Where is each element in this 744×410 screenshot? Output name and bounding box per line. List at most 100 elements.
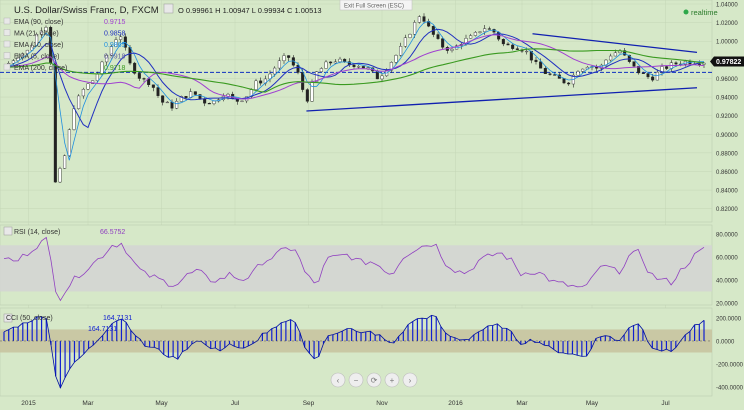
candle-body: [352, 64, 356, 67]
candle-body: [329, 61, 333, 64]
zoom-out-button[interactable]: [348, 372, 364, 388]
trendlines: [306, 33, 698, 112]
candle-body: [165, 101, 169, 104]
cci-value: 164.7131: [103, 315, 132, 322]
candle-body: [581, 68, 585, 72]
candle-body: [175, 101, 179, 109]
candle-body: [529, 50, 533, 61]
chart-navigation: ‹ − ⟳ + ›: [330, 372, 418, 388]
legend-label: EMA (90, close): [14, 19, 63, 26]
zoom-in-button[interactable]: [384, 372, 400, 388]
legend-value: 0.9715: [104, 19, 126, 26]
scroll-left-icon: ‹: [337, 376, 340, 385]
legend-settings-icon: [3, 63, 11, 71]
candle-body: [338, 58, 342, 63]
candle-body: [184, 96, 188, 99]
legend-label: EMA (10, close): [14, 42, 63, 49]
ohlc-readout: O 0.99961 H 1.00947 L 0.99934 C 1.00513: [178, 6, 322, 15]
candle-body: [67, 129, 71, 156]
rsi-line: [3, 236, 705, 302]
rsi-tick-label: 20.0000: [716, 302, 738, 308]
zoom-out-icon: −: [354, 376, 359, 385]
candle-body: [534, 59, 538, 62]
candle-body: [44, 27, 48, 32]
scroll-right-button[interactable]: [402, 372, 418, 388]
candle-body: [553, 74, 557, 76]
candle-body: [30, 44, 34, 51]
time-tick-label: Mar: [516, 400, 528, 407]
rsi-panel[interactable]: 20.0000 40.0000 60.0000 80.0000: [0, 224, 738, 308]
time-tick-label: May: [586, 400, 599, 407]
cci-settings-icon[interactable]: [3, 313, 13, 323]
scroll-left-button[interactable]: [330, 372, 346, 388]
candle-body: [576, 71, 580, 76]
price-tick-label: 0.84000: [716, 189, 738, 195]
candle-body: [63, 155, 67, 169]
price-panel[interactable]: 0.82000 0.84000 0.86000 0.88000 0.90000 0.920…: [0, 0, 738, 396]
legend-settings-icon: [3, 40, 11, 48]
time-axis: 2015 Mar May Jul Sep Nov 2016 Mar May Jul: [21, 400, 670, 407]
time-tick-label: 2015: [21, 400, 36, 407]
candle-body: [39, 30, 43, 35]
candle-body: [156, 87, 160, 96]
cci-tick-label: -200.0000: [716, 363, 744, 369]
candle-body: [501, 38, 505, 45]
candle-body: [86, 83, 90, 90]
rsi-series: [3, 236, 705, 302]
candle-body: [189, 91, 193, 99]
rsi-y-axis: 20.0000 40.0000 60.0000 80.0000: [716, 232, 738, 307]
cci-value-secondary: 164.7131: [88, 326, 117, 333]
candle-body: [58, 168, 62, 183]
rsi-tick-label: 80.0000: [716, 232, 738, 238]
candle-body: [441, 38, 445, 48]
candle-body: [543, 68, 547, 75]
candle-body: [95, 74, 99, 81]
settings-icon[interactable]: [163, 3, 174, 14]
price-tick-label: 0.88000: [716, 151, 738, 157]
candle-body: [207, 103, 211, 105]
zoom-in-icon: +: [390, 376, 395, 385]
rsi-band: [0, 245, 712, 292]
candle-body: [487, 28, 491, 30]
cci-tick-label: 0.0000: [716, 339, 735, 345]
indicator-legend: EMA (90, close) 0.9715 MA (21, close) 0.985…: [3, 17, 126, 72]
candle-body: [296, 65, 300, 73]
candle-body: [567, 82, 571, 85]
candle-body: [674, 62, 678, 65]
time-tick-label: Jul: [231, 400, 240, 407]
cci-series: [0, 314, 712, 389]
candle-body: [324, 61, 328, 69]
legend-value: 0.9718: [104, 65, 126, 72]
candle-body: [105, 54, 109, 63]
time-tick-label: Sep: [303, 400, 315, 407]
candle-body: [310, 81, 314, 102]
candle-body: [301, 72, 305, 90]
candle-body: [380, 75, 384, 80]
candle-body: [282, 55, 286, 62]
candle-body: [632, 61, 636, 67]
rsi-label: RSI (14, close): [14, 229, 60, 236]
exit-fullscreen-button[interactable]: [339, 0, 413, 11]
candle-body: [151, 84, 155, 88]
candle-body: [114, 39, 118, 47]
trendline: [532, 33, 698, 54]
rsi-tick-label: 40.0000: [716, 278, 738, 284]
legend-label: EMA (200, close): [14, 65, 67, 72]
rsi-settings-icon[interactable]: [3, 226, 13, 236]
candle-body: [408, 34, 412, 38]
candle-body: [422, 16, 426, 22]
candle-body: [548, 73, 552, 75]
trendline: [306, 87, 698, 112]
candle-body: [478, 31, 482, 33]
candle-body: [109, 46, 113, 56]
legend-value: 0.9865: [104, 42, 126, 49]
cci-label: CCI (50, close): [6, 315, 53, 322]
reset-button[interactable]: [366, 372, 382, 388]
candle-body: [16, 57, 20, 61]
candle-body: [361, 66, 365, 69]
rsi-value: 66.5752: [100, 229, 125, 236]
candle-body: [436, 34, 440, 39]
candle-body: [240, 100, 244, 102]
ma-21-line: [3, 28, 705, 129]
candle-body: [623, 50, 627, 56]
